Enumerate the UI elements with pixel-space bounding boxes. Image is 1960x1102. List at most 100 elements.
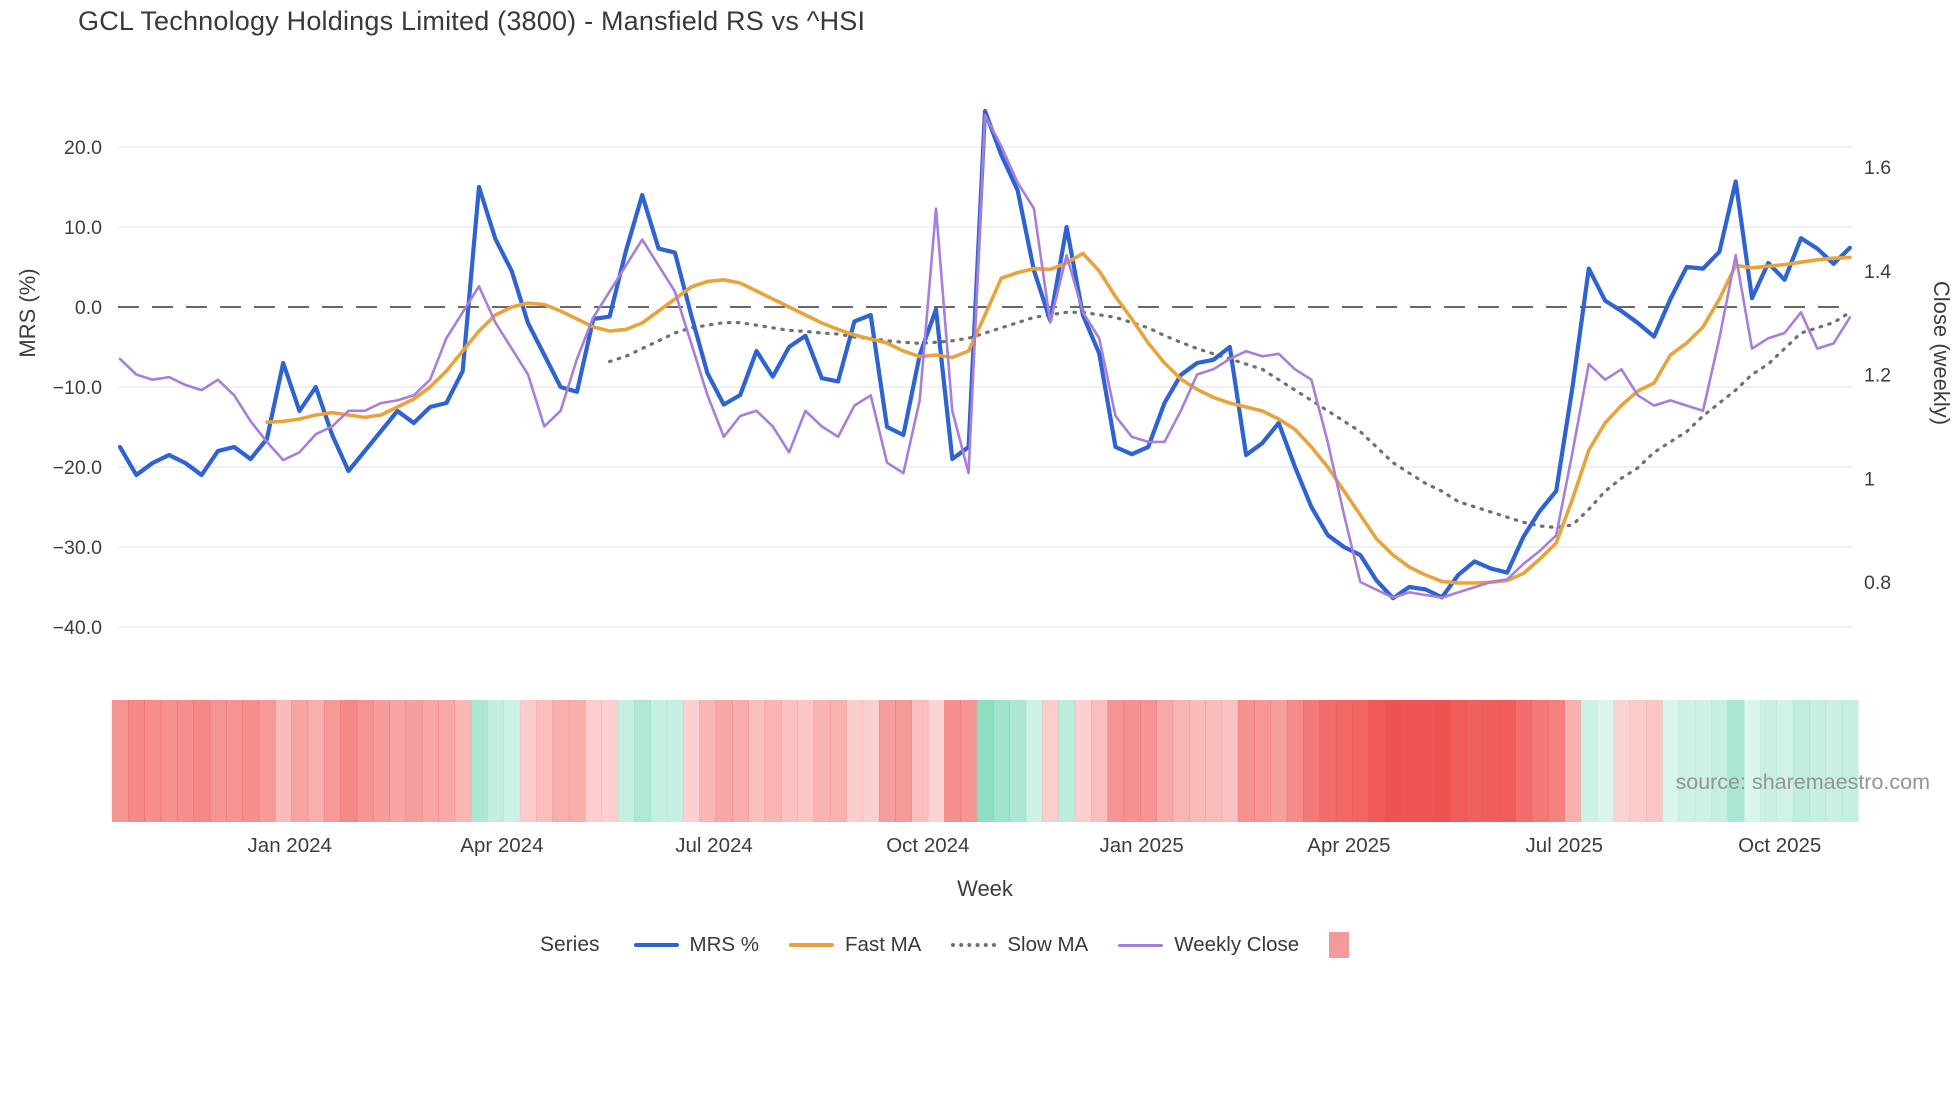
heatmap-cell [1613, 700, 1631, 822]
heatmap-cell [160, 700, 178, 822]
heatmap-cell [1515, 700, 1533, 822]
heatmap-cell [1401, 700, 1418, 822]
right-axis-title: Close (weekly) [1929, 280, 1954, 426]
heatmap-cell [307, 700, 325, 822]
x-axis-title: Week [957, 876, 1013, 901]
heatmap-cell [1286, 700, 1304, 822]
heatmap-cell [1645, 700, 1663, 822]
heatmap-cell [1221, 700, 1239, 822]
heatmap-cell [1694, 700, 1712, 822]
legend-item-weekly-close: Weekly Close [1118, 933, 1299, 957]
heatmap-cell [927, 700, 945, 822]
heatmap-cell [1025, 700, 1043, 822]
heatmap-cell [1009, 700, 1027, 822]
heatmap-cell [1450, 700, 1467, 822]
heatmap-cell [1792, 700, 1810, 822]
heatmap-cell [878, 700, 896, 822]
heatmap-cell [1548, 700, 1565, 822]
heatmap-cell [1156, 700, 1174, 822]
heatmap-cell [1091, 700, 1108, 822]
heatmap-cell [177, 700, 194, 822]
heatmap-cell [1678, 700, 1696, 822]
x-axis-tick: Apr 2025 [1307, 834, 1390, 857]
heatmap-cell [1580, 700, 1598, 822]
y-axis-tick-right: 1.6 [1864, 157, 1891, 179]
heatmap-cell [944, 700, 961, 822]
heatmap-cell [111, 700, 129, 822]
heatmap-cell [552, 700, 570, 822]
heatmap-cell [993, 700, 1010, 822]
heatmap-cell [1825, 700, 1843, 822]
heatmap-cell [372, 700, 390, 822]
heatmap-cell [1140, 700, 1157, 822]
slow-ma-dotted-swatch-icon [951, 943, 997, 947]
heatmap-cell [1384, 700, 1402, 822]
heatmap-cell [1433, 700, 1451, 822]
heatmap-cell [862, 700, 880, 822]
heatmap-cell [1188, 700, 1206, 822]
heatmap-cell [1727, 700, 1745, 822]
heatmap-cell [764, 700, 782, 822]
y-axis-tick-right: 1 [1864, 468, 1875, 490]
heatmap-cell [1564, 700, 1582, 822]
heatmap-cell [356, 700, 374, 822]
heatmap-cell [421, 700, 439, 822]
legend-item-mrs: MRS % [633, 933, 760, 957]
heatmap-cell [846, 700, 864, 822]
heatmap-cell [487, 700, 505, 822]
heatmap-cell [585, 700, 602, 822]
heatmap-cell [683, 700, 700, 822]
y-axis-tick-left: −40.0 [53, 617, 102, 639]
heatmap-cell [340, 700, 358, 822]
heatmap-cell [438, 700, 456, 822]
heatmap-cell [813, 700, 831, 822]
heatmap-cell [1662, 700, 1680, 822]
heatmap-cell [1711, 700, 1729, 822]
heatmap-cell [699, 700, 717, 822]
heatmap-cell [275, 700, 292, 822]
heatmap-cell [1237, 700, 1255, 822]
heatmap-cell [960, 700, 978, 822]
x-axis-tick: Oct 2025 [1738, 834, 1821, 857]
heatmap-cell [1809, 700, 1826, 822]
heatmap-cell [1466, 700, 1484, 822]
mrs-line-swatch-icon [633, 943, 679, 947]
heatmap-cell [568, 700, 586, 822]
heatmap-cell [242, 700, 260, 822]
source-note: source: sharemaestro.com [1675, 770, 1930, 794]
legend-item-label: MRS % [689, 933, 760, 956]
heatmap-cell [1760, 700, 1777, 822]
heatmap-cell [1205, 700, 1223, 822]
y-axis-tick-right: 0.8 [1864, 572, 1891, 594]
heatmap-cell [1743, 700, 1761, 822]
heatmap-cell [128, 700, 145, 822]
legend-item-label: Weekly Close [1174, 933, 1300, 956]
fast-ma-line-swatch-icon [789, 943, 835, 947]
heatmap-cell [1058, 700, 1076, 822]
heatmap-cell [1531, 700, 1549, 822]
heatmap-cell [389, 700, 407, 822]
heatmap-cell [829, 700, 847, 822]
heatmap-cell [1123, 700, 1141, 822]
y-axis-tick-left: 0.0 [75, 297, 102, 319]
legend-item-slow-ma: Slow MA [951, 933, 1088, 957]
heatmap-cell [1074, 700, 1092, 822]
heatmap-cell [748, 700, 766, 822]
legend-item-fast-ma: Fast MA [789, 933, 921, 957]
heatmap-cell [911, 700, 929, 822]
heatmap-cell [193, 700, 211, 822]
heatmap-cell [1319, 700, 1337, 822]
heatmap-cell [405, 700, 423, 822]
heatmap-cell [454, 700, 472, 822]
y-axis-tick-left: −10.0 [53, 377, 102, 399]
heatmap-cell [715, 700, 733, 822]
heatmap-cell [519, 700, 537, 822]
heatmap-cell [797, 700, 815, 822]
y-axis-tick-left: 20.0 [64, 137, 102, 159]
heatmap-cell [895, 700, 913, 822]
left-axis-title: MRS (%) [15, 268, 40, 358]
heatmap-cell [1303, 700, 1321, 822]
heatmap-cell [1629, 700, 1647, 822]
heatmap-cell [503, 700, 521, 822]
